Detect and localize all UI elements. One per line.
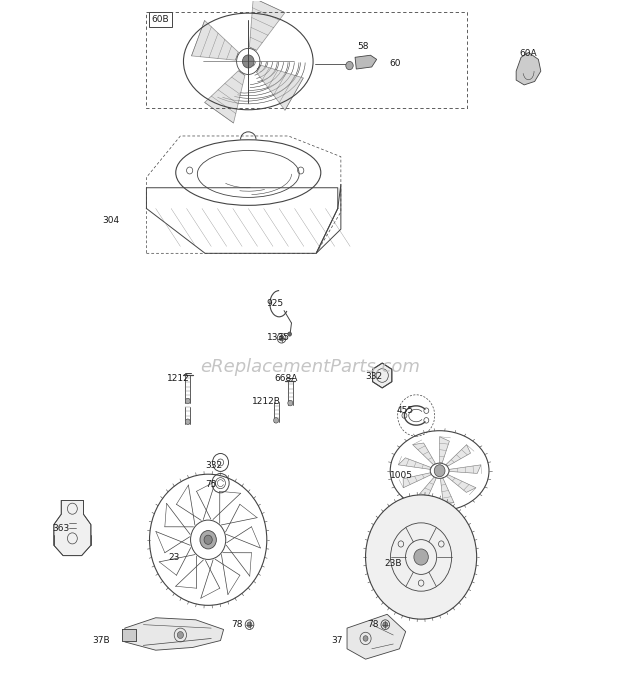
Text: 58: 58 — [357, 42, 368, 51]
Text: 332: 332 — [205, 461, 222, 470]
Circle shape — [288, 401, 293, 406]
Circle shape — [200, 531, 216, 549]
Circle shape — [363, 635, 368, 641]
Polygon shape — [440, 478, 454, 502]
Text: 363: 363 — [52, 523, 69, 532]
Circle shape — [414, 549, 428, 565]
Polygon shape — [403, 473, 431, 488]
Polygon shape — [54, 500, 91, 556]
Polygon shape — [373, 363, 392, 388]
Circle shape — [434, 465, 445, 477]
Text: 1335: 1335 — [267, 333, 290, 342]
Polygon shape — [205, 71, 245, 123]
Text: 37B: 37B — [93, 636, 110, 645]
Text: 455: 455 — [396, 405, 414, 414]
Text: 1212: 1212 — [167, 374, 190, 383]
Text: 304: 304 — [102, 216, 119, 225]
Circle shape — [204, 535, 212, 545]
Polygon shape — [516, 53, 541, 85]
Polygon shape — [347, 614, 405, 659]
Text: 75: 75 — [205, 480, 216, 489]
Polygon shape — [257, 65, 303, 110]
Polygon shape — [418, 477, 436, 502]
Circle shape — [383, 622, 388, 627]
Text: 668A: 668A — [274, 374, 298, 383]
Polygon shape — [413, 443, 435, 464]
Circle shape — [367, 497, 475, 617]
Text: 1005: 1005 — [390, 471, 414, 480]
Circle shape — [185, 419, 190, 425]
Circle shape — [247, 622, 252, 627]
Polygon shape — [192, 20, 238, 60]
Polygon shape — [355, 55, 377, 69]
Text: 23: 23 — [168, 552, 179, 561]
Polygon shape — [125, 617, 224, 650]
Text: 925: 925 — [267, 299, 284, 308]
Text: 60A: 60A — [520, 49, 538, 58]
Text: 1212B: 1212B — [252, 397, 281, 406]
Polygon shape — [446, 475, 476, 493]
Text: 60B: 60B — [151, 15, 169, 24]
Text: 78: 78 — [368, 620, 379, 629]
Text: 78: 78 — [232, 620, 243, 629]
Polygon shape — [122, 629, 136, 640]
Polygon shape — [249, 0, 285, 51]
Circle shape — [366, 495, 477, 619]
Circle shape — [279, 335, 284, 341]
Circle shape — [273, 418, 278, 423]
Circle shape — [288, 332, 291, 336]
Text: eReplacementParts.com: eReplacementParts.com — [200, 358, 420, 376]
Polygon shape — [440, 437, 450, 463]
Circle shape — [346, 62, 353, 70]
Circle shape — [242, 55, 254, 68]
Polygon shape — [398, 458, 431, 469]
Circle shape — [177, 631, 184, 638]
Text: 60: 60 — [389, 59, 401, 68]
Text: 37: 37 — [332, 636, 343, 645]
Polygon shape — [446, 445, 471, 466]
Circle shape — [185, 398, 190, 404]
Polygon shape — [450, 465, 481, 473]
Text: 23B: 23B — [384, 559, 402, 568]
Text: 332: 332 — [366, 372, 383, 381]
